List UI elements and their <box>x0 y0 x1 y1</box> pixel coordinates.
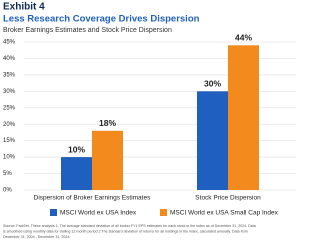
source-note: Source: FactSet. These analysis 1. The a… <box>3 224 256 228</box>
y-tick-label: 40% <box>3 56 16 62</box>
chart-header: Exhibit 4 <box>3 2 45 13</box>
y-tick-label: 15% <box>3 138 16 144</box>
chart: Exhibit 4 Less Research Coverage Drives … <box>3 2 296 239</box>
value-label: 18% <box>99 118 116 128</box>
value-label: 30% <box>204 79 221 89</box>
y-tick-label: 10% <box>3 155 16 161</box>
x-tick-label: Stock Price Dispersion <box>195 195 261 202</box>
bar <box>197 91 228 190</box>
source-note: is smoothed using monthly data for trail… <box>3 229 248 233</box>
y-tick-label: 30% <box>3 89 16 95</box>
legend-label: MSCI World ex USA Small Cap Index <box>170 210 279 217</box>
value-label: 44% <box>235 33 252 43</box>
legend-label: MSCI World ex USA Index <box>60 210 137 217</box>
bar <box>228 45 259 191</box>
y-tick-label: 20% <box>3 122 16 128</box>
y-tick-label: 0% <box>3 188 12 194</box>
bar <box>61 157 92 190</box>
legend-swatch <box>50 209 57 216</box>
chart-subtitle: Broker Earnings Estimates and Stock Pric… <box>3 27 172 34</box>
y-tick-label: 45% <box>3 40 16 46</box>
value-label: 10% <box>68 144 85 154</box>
x-tick-label: Dispersion of Broker Earnings Estimates <box>34 195 151 202</box>
legend-swatch <box>160 209 167 216</box>
y-tick-label: 25% <box>3 105 16 111</box>
y-tick-label: 5% <box>3 171 12 177</box>
chart-title: Less Research Coverage Drives Dispersion <box>3 14 200 25</box>
bar <box>92 130 123 190</box>
y-tick-label: 35% <box>3 72 16 78</box>
source-note: December 31, 2004 - December 31, 2024. <box>3 235 70 239</box>
